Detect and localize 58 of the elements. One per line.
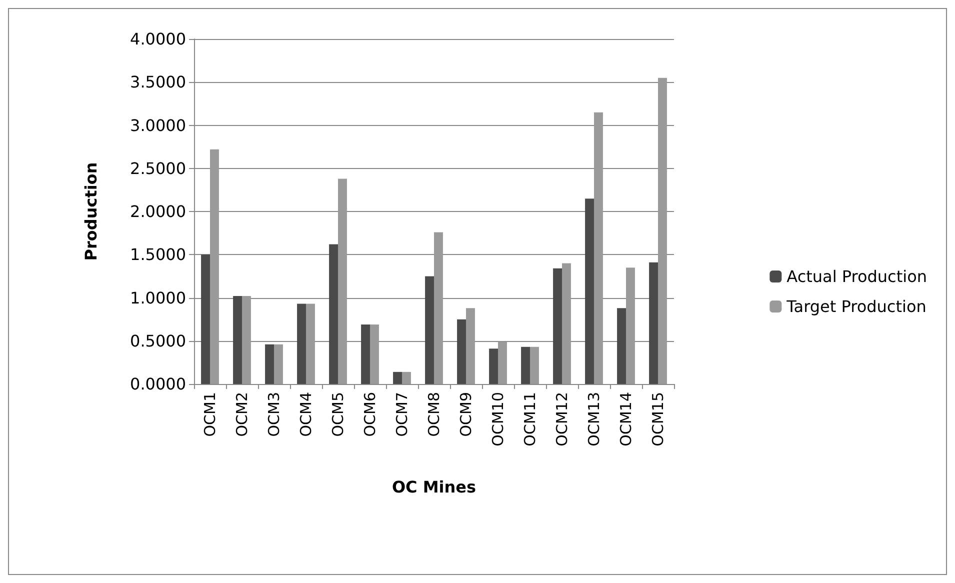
y-tick-label: 3.5000	[130, 72, 186, 92]
legend-label: Target Production	[786, 297, 926, 316]
bar	[361, 324, 370, 384]
y-tick-label: 0.0000	[130, 374, 186, 394]
bar	[233, 296, 242, 384]
y-tick-label: 1.0000	[130, 288, 186, 308]
x-tick-label: OCM8	[425, 392, 443, 437]
bar	[498, 342, 507, 384]
x-tick-label: OCM15	[649, 392, 667, 446]
bar	[306, 304, 315, 384]
x-tick-label: OCM4	[297, 392, 315, 437]
x-tick-label: OCM6	[361, 392, 379, 437]
bar	[521, 346, 530, 384]
y-tick-label: 2.5000	[130, 158, 186, 178]
y-tick-label: 3.0000	[130, 116, 186, 135]
bar	[594, 112, 603, 384]
bar	[338, 178, 347, 384]
x-tick-label: OCM7	[393, 392, 411, 437]
y-tick-label: 4.0000	[130, 30, 186, 48]
x-tick-label: OCM5	[329, 392, 347, 437]
legend-label: Actual Production	[786, 267, 928, 286]
y-axis-title: Production	[82, 162, 100, 261]
bar	[489, 348, 498, 384]
x-axis-title: OC Mines	[392, 478, 476, 496]
x-tick-label: OCM10	[489, 392, 507, 446]
x-tick-label: OCM14	[617, 392, 635, 446]
bar	[617, 308, 626, 384]
x-tick-label: OCM2	[233, 392, 251, 437]
x-tick-label: OCM11	[521, 392, 539, 446]
bar	[585, 198, 594, 384]
x-tick-label: OCM1	[201, 392, 219, 437]
bar	[210, 149, 219, 384]
bar	[402, 372, 411, 384]
bar	[201, 254, 210, 384]
x-tick-label: OCM3	[265, 392, 283, 437]
bar	[425, 276, 434, 384]
bar	[457, 319, 466, 384]
bar	[649, 262, 658, 384]
bar	[297, 304, 306, 384]
bar	[265, 344, 274, 384]
bar	[553, 268, 562, 384]
x-tick-label: OCM12	[553, 392, 571, 446]
bar	[434, 232, 443, 384]
bar	[658, 78, 667, 384]
y-tick-label: 2.0000	[130, 202, 186, 221]
bar	[466, 308, 475, 384]
y-tick-label: 0.5000	[130, 331, 186, 350]
bar	[329, 244, 338, 384]
bar	[370, 324, 379, 384]
bar	[242, 296, 251, 384]
x-tick-label: OCM9	[457, 392, 475, 437]
bar	[562, 263, 571, 384]
bar	[274, 344, 283, 384]
x-tick-label: OCM13	[585, 392, 603, 446]
bar	[530, 346, 539, 384]
bar	[393, 372, 402, 384]
y-tick-label: 1.5000	[130, 245, 186, 264]
bar	[626, 268, 635, 384]
